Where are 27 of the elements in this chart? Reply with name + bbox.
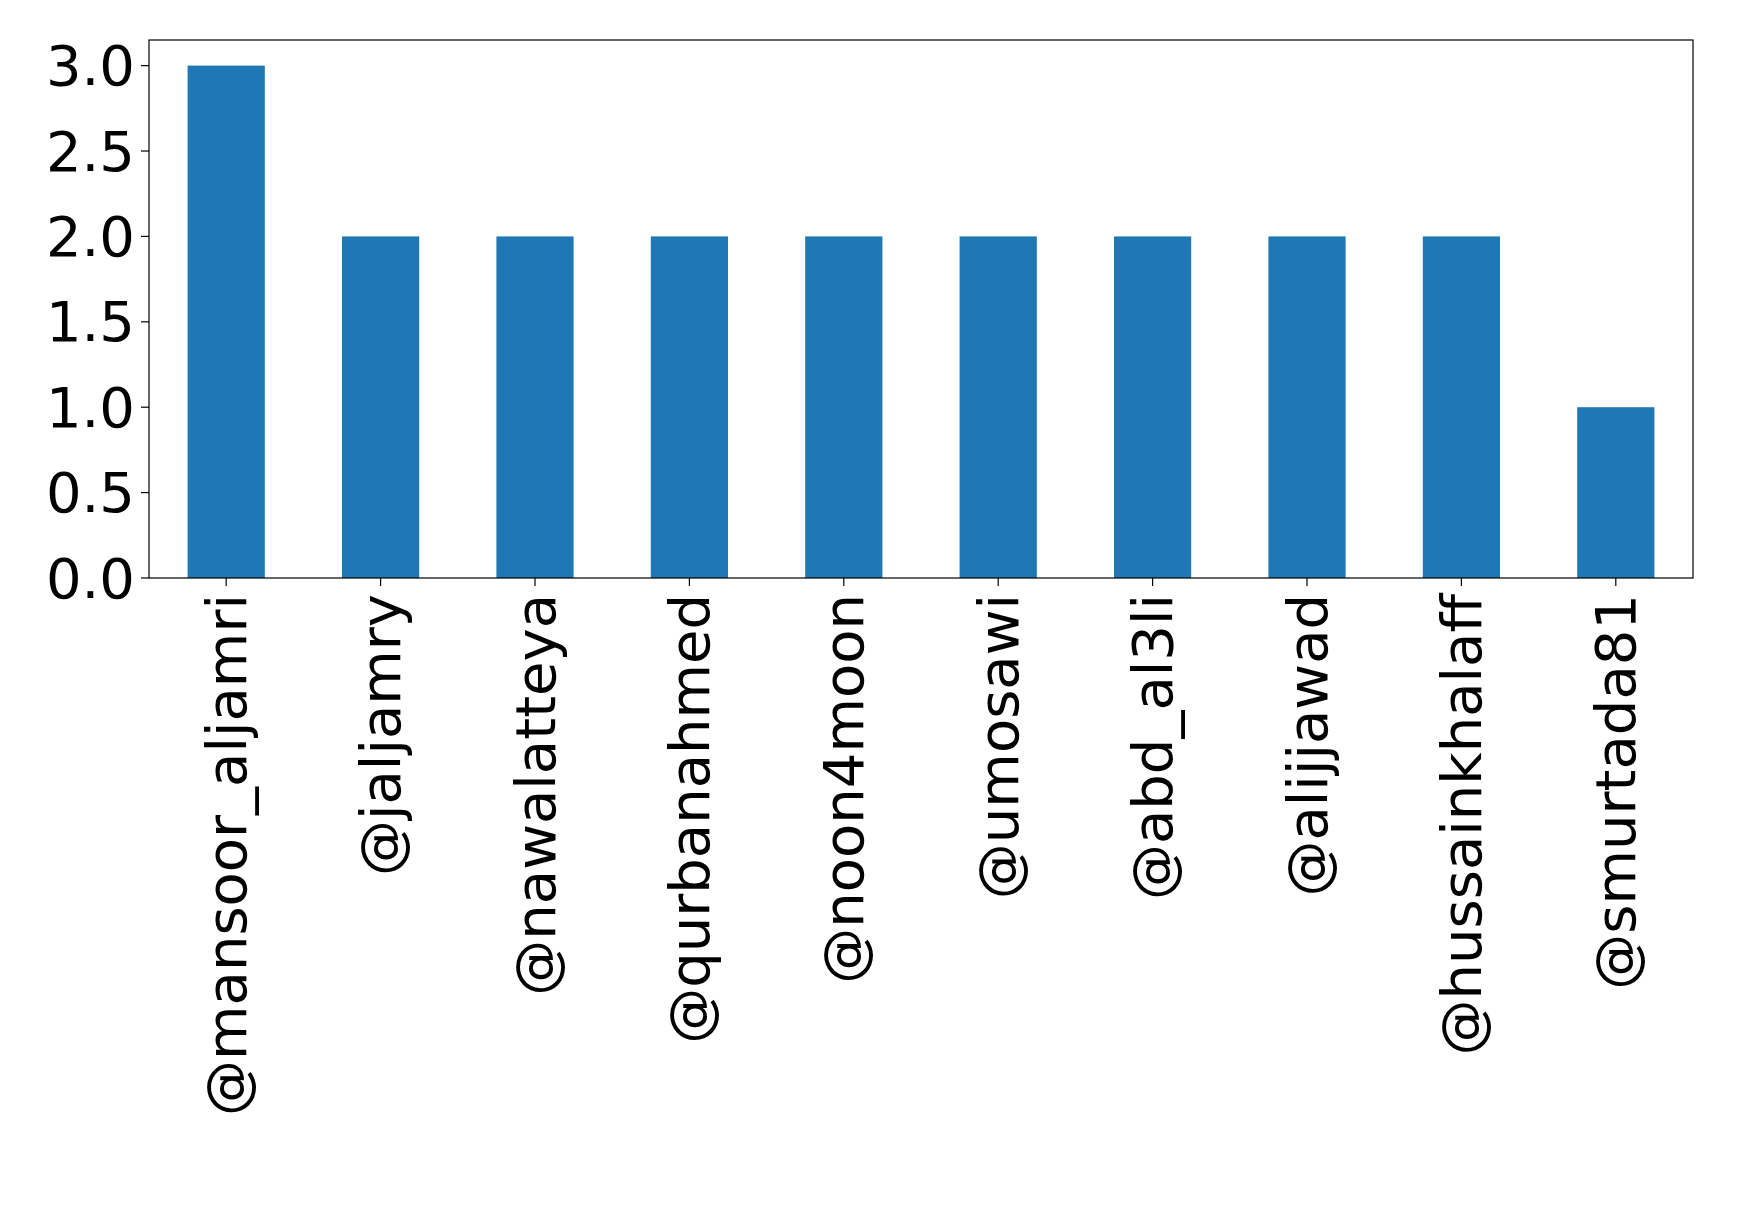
x-tick-label: @hussainkhalaff: [1429, 592, 1494, 1056]
bar: [805, 236, 883, 578]
x-tick-label: @qurbanahmed: [657, 594, 722, 1044]
bar: [1577, 407, 1655, 578]
x-tick-label: @smurtada81: [1583, 594, 1649, 990]
y-tick-label: 0.5: [45, 460, 135, 526]
bar: [187, 65, 265, 578]
bar: [496, 236, 574, 578]
y-tick-label: 1.5: [45, 289, 135, 355]
x-tick-label: @noon4moon: [811, 594, 877, 984]
bar: [959, 236, 1037, 578]
bar: [1422, 236, 1500, 578]
x-tick-label: @umosawi: [965, 594, 1031, 900]
y-tick-label: 0.0: [45, 545, 135, 611]
bar: [342, 236, 420, 578]
x-tick-label: @mansoor_aljamri: [193, 594, 259, 1116]
x-tick-label: @jaljamry: [348, 594, 414, 877]
x-tick-label: @abd_al3li: [1120, 594, 1186, 901]
bar: [650, 236, 728, 578]
bar: [1114, 236, 1192, 578]
y-tick-label: 2.0: [45, 204, 135, 270]
y-tick-label: 1.0: [45, 374, 135, 440]
y-tick-label: 3.0: [45, 33, 135, 99]
x-tick-label: @nawalatteya: [502, 594, 568, 996]
bar: [1268, 236, 1346, 578]
x-tick-label: @alijjawad: [1274, 594, 1340, 897]
y-tick-label: 2.5: [45, 118, 135, 184]
